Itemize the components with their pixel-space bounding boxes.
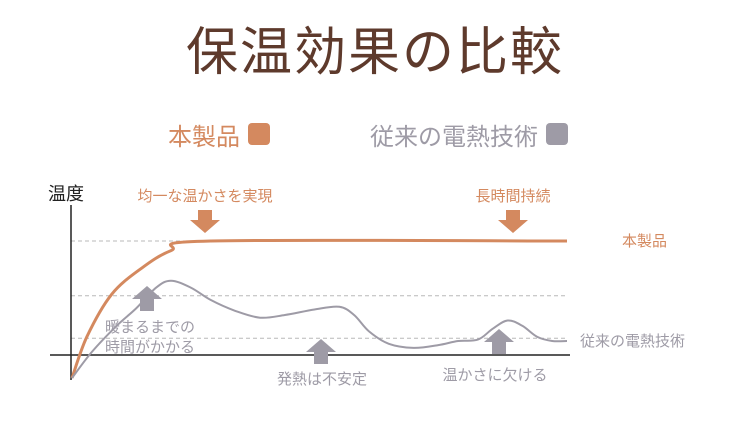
arrow-up-3 [484,329,514,354]
series-line-product [70,238,568,379]
legend-label-conventional: 従来の電熱技術 [370,122,538,151]
series-label-conventional: 従来の電熱技術 [580,332,685,350]
legend-swatch-conventional [546,123,568,145]
annotation-lacks-warmth: 温かさに欠ける [442,366,547,384]
annotation-unstable: 発熱は不安定 [277,370,367,388]
arrow-down-1 [190,210,220,233]
annotation-long-lasting: 長時間持続 [475,187,550,205]
annotation-slow-warmup: 暖まるまでの時間がかかる [105,318,195,356]
arrow-up-2 [306,339,336,364]
chart-title: 保温効果の比較 [185,23,564,83]
y-axis-label: 温度 [48,184,84,205]
annotation-slow-warmup-line-1: 時間がかかる [105,338,195,356]
arrow-down-2 [498,210,528,233]
series-line-conventional [71,279,568,379]
series-group [70,238,568,379]
annotation-slow-warmup-line-0: 暖まるまでの [105,318,195,336]
legend-label-product: 本製品 [168,122,240,151]
legend-item-product: 本製品 [168,118,270,151]
legend-item-conventional: 従来の電熱技術 [370,118,568,151]
axes [50,205,570,380]
annotation-uniform: 均一な温かさを実現 [137,187,272,205]
arrow-up-1 [132,286,162,311]
series-label-product: 本製品 [622,232,667,250]
legend-swatch-product [248,123,270,145]
